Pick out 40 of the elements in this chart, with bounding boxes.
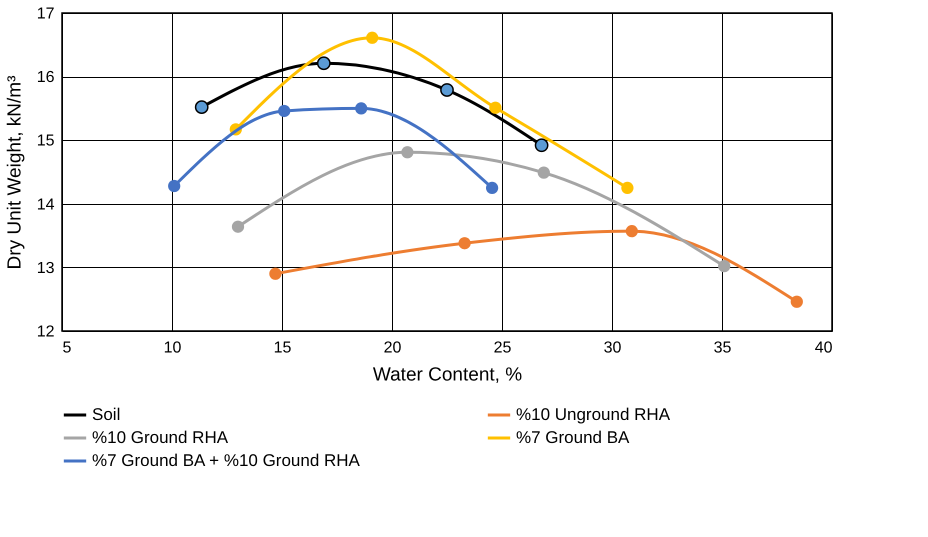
point <box>194 100 209 114</box>
point <box>316 56 331 70</box>
x-tick-label: 40 <box>814 340 833 356</box>
point <box>401 146 414 158</box>
y-tick-label: 15 <box>36 132 55 150</box>
y-tick-label: 14 <box>36 196 55 214</box>
legend-label: %10 Unground RHA <box>516 405 671 424</box>
legend-label: %10 Ground RHA <box>92 428 229 447</box>
x-tick-label: 25 <box>494 340 512 356</box>
point <box>440 83 454 97</box>
x-tick-label: 30 <box>604 340 622 356</box>
point <box>355 102 368 115</box>
point <box>278 104 290 118</box>
y-axis-title: Dry Unit Weight, kN/m³ <box>4 76 26 270</box>
y-tick-label: 17 <box>36 6 55 22</box>
point <box>168 180 180 192</box>
point <box>486 182 498 194</box>
x-tick-label: 5 <box>62 340 72 356</box>
legend-label: Soil <box>92 405 120 424</box>
x-tick-label: 35 <box>714 340 732 356</box>
point <box>790 296 803 308</box>
point <box>232 220 244 233</box>
point <box>621 182 634 194</box>
y-tick-label: 16 <box>36 69 55 86</box>
x-tick-label: 10 <box>164 340 182 356</box>
point <box>626 225 638 238</box>
point <box>534 138 548 152</box>
point <box>366 32 378 44</box>
point <box>458 237 471 250</box>
point <box>538 166 550 179</box>
legend-label: %7 Ground BA + %10 Ground RHA <box>92 451 361 470</box>
point <box>718 260 730 272</box>
y-tick-label: 12 <box>36 324 55 340</box>
y-tick-label: 13 <box>36 260 55 277</box>
x-tick-label: 15 <box>274 340 292 356</box>
point <box>489 102 502 114</box>
x-axis-title: Water Content, % <box>372 364 522 386</box>
x-tick-label: 20 <box>384 340 402 356</box>
point <box>269 268 282 280</box>
legend-label: %7 Ground BA <box>516 428 630 447</box>
